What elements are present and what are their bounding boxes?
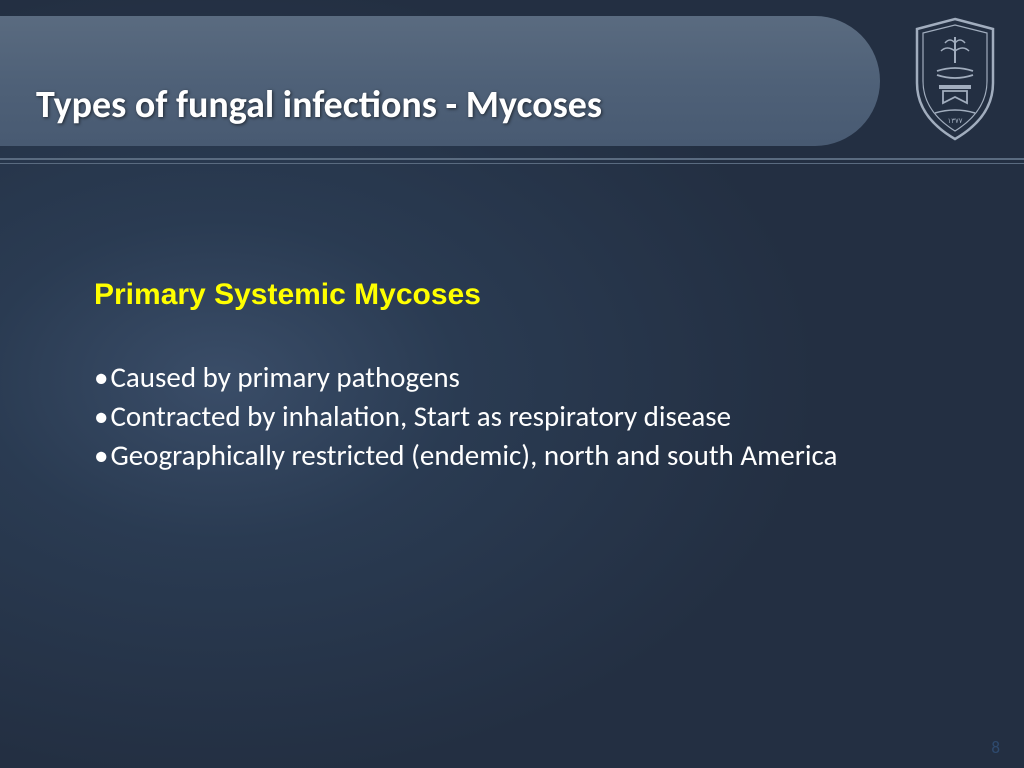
bullet-list: •Caused by primary pathogens •Contracted… (94, 358, 894, 475)
bullet-text: Geographically restricted (endemic), nor… (110, 437, 837, 473)
header-divider-2 (0, 163, 1024, 164)
list-item: •Caused by primary pathogens (94, 358, 894, 397)
bullet-text: Caused by primary pathogens (110, 359, 459, 395)
content-area: Primary Systemic Mycoses •Caused by prim… (94, 278, 894, 475)
list-item: •Contracted by inhalation, Start as resp… (94, 397, 894, 436)
crest-icon: ١٣٧٧ (905, 15, 1005, 145)
bullet-icon: • (94, 359, 108, 395)
header-divider (0, 158, 1024, 160)
list-item: •Geographically restricted (endemic), no… (94, 436, 894, 475)
page-number: 8 (991, 737, 1000, 758)
bullet-icon: • (94, 437, 108, 473)
bullet-icon: • (94, 398, 108, 434)
content-subheading: Primary Systemic Mycoses (94, 278, 894, 312)
slide-title: Types of fungal infections - Mycoses (36, 82, 602, 128)
bullet-text: Contracted by inhalation, Start as respi… (110, 398, 731, 434)
svg-text:١٣٧٧: ١٣٧٧ (947, 117, 962, 125)
title-band: Types of fungal infections - Mycoses (0, 16, 880, 146)
university-logo: ١٣٧٧ (900, 6, 1010, 154)
